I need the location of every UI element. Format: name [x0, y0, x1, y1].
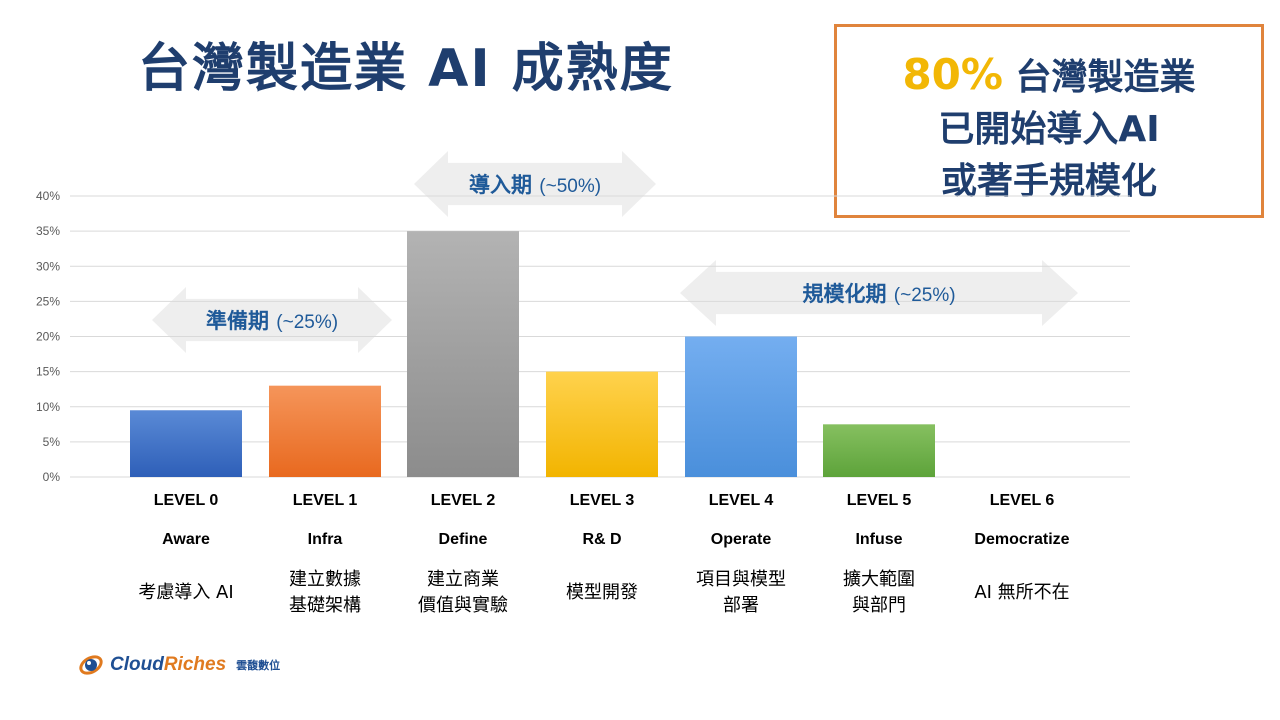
bar-level-4: [685, 336, 797, 477]
x-stage-description: 考慮導入 AI: [106, 580, 266, 606]
x-stage-description: AI 無所不在: [942, 580, 1102, 606]
logo-tagline: 雲馥數位: [236, 659, 281, 672]
phase-label-adoption: 導入期 (~50%): [414, 169, 656, 199]
logo-brand-a: Cloud: [110, 654, 164, 675]
x-stage-name: Infuse: [855, 531, 903, 548]
cloud-logo-icon: [79, 655, 103, 675]
y-tick-label: 0%: [43, 470, 61, 484]
bar-level-0: [130, 410, 242, 477]
bar-level-2: [407, 231, 519, 477]
x-stage-description: 模型開發: [522, 580, 682, 606]
stage-description-line: 基礎架構: [289, 595, 361, 616]
stage-description-line: 建立數據: [289, 569, 361, 590]
callout-line-1-text: 台灣製造業: [1002, 57, 1196, 98]
stage-description-line: 擴大範圍: [843, 569, 915, 590]
callout-highlight: 80%: [902, 50, 1003, 99]
phase-adoption-share: (~50%): [539, 176, 602, 197]
y-tick-label: 30%: [36, 259, 60, 273]
x-stage-name: Democratize: [974, 531, 1070, 548]
x-stage-name: Infra: [307, 531, 343, 548]
x-stage-name: Aware: [162, 531, 210, 548]
x-stage-description: 建立商業 價值與實驗: [383, 567, 543, 619]
phase-scale-title: 規模化期: [802, 282, 887, 306]
stage-description-line: 項目與模型: [696, 569, 786, 590]
y-tick-label: 10%: [36, 400, 60, 414]
x-stage-name: Operate: [710, 531, 772, 548]
callout-line-2: 已開始導入AI: [938, 109, 1160, 150]
stage-description-line: 建立商業: [427, 569, 499, 590]
x-level-label: LEVEL 0: [153, 492, 219, 509]
stage-description-line: 模型開發: [566, 582, 638, 603]
stage-description-line: AI 無所不在: [974, 582, 1070, 603]
stage-description-line: 價值與實驗: [418, 595, 508, 616]
y-tick-label: 25%: [36, 294, 60, 308]
x-stage-name: Define: [438, 531, 488, 548]
phase-arrow-scale: [680, 260, 1078, 326]
phase-scale-share: (~25%): [893, 285, 956, 306]
phase-prep-share: (~25%): [276, 312, 339, 333]
x-stage-description: 項目與模型 部署: [661, 567, 821, 619]
bar-level-5: [823, 424, 935, 477]
x-stage-description: 建立數據 基礎架構: [245, 567, 405, 619]
x-stage-name: R& D: [582, 531, 622, 548]
y-tick-label: 40%: [36, 189, 60, 203]
x-level-label: LEVEL 4: [708, 492, 774, 509]
x-stage-description: 擴大範圍 與部門: [799, 567, 959, 619]
callout-line-1: 80% 台灣製造業: [837, 49, 1261, 104]
bar-level-1: [269, 385, 381, 477]
summary-callout: 80% 台灣製造業 已開始導入AI 或著手規模化: [834, 24, 1264, 218]
x-level-label: LEVEL 6: [989, 492, 1055, 509]
y-tick-label: 20%: [36, 330, 60, 344]
phase-label-prep: 準備期 (~25%): [152, 305, 392, 335]
y-tick-label: 35%: [36, 224, 60, 238]
x-level-label: LEVEL 1: [292, 492, 358, 509]
phase-arrow-adoption: [414, 151, 656, 217]
stage-description-line: 考慮導入 AI: [138, 582, 234, 603]
y-tick-label: 15%: [36, 365, 60, 379]
stage-description-line: 部署: [723, 595, 759, 616]
phase-prep-title: 準備期: [205, 309, 269, 333]
phase-adoption-title: 導入期: [468, 173, 532, 197]
y-tick-label: 5%: [43, 435, 61, 449]
logo-wordmark: CloudRiches: [110, 654, 226, 676]
company-logo: CloudRiches 雲馥數位: [78, 652, 280, 678]
x-level-label: LEVEL 3: [569, 492, 635, 509]
x-level-label: LEVEL 5: [846, 492, 912, 509]
phase-arrows: [152, 151, 1078, 353]
y-axis-ticks: 0% 5% 10% 15% 20% 25% 30% 35% 40%: [36, 189, 60, 484]
logo-brand-b: Riches: [163, 654, 227, 675]
x-level-label: LEVEL 2: [430, 492, 496, 509]
phase-label-scale: 規模化期 (~25%): [680, 278, 1078, 308]
callout-line-3: 或著手規模化: [940, 161, 1157, 202]
stage-description-line: 與部門: [852, 595, 906, 616]
page-title: 台灣製造業 AI 成熟度: [138, 39, 674, 99]
chart-bars: [130, 231, 935, 477]
bar-level-3: [546, 371, 658, 477]
